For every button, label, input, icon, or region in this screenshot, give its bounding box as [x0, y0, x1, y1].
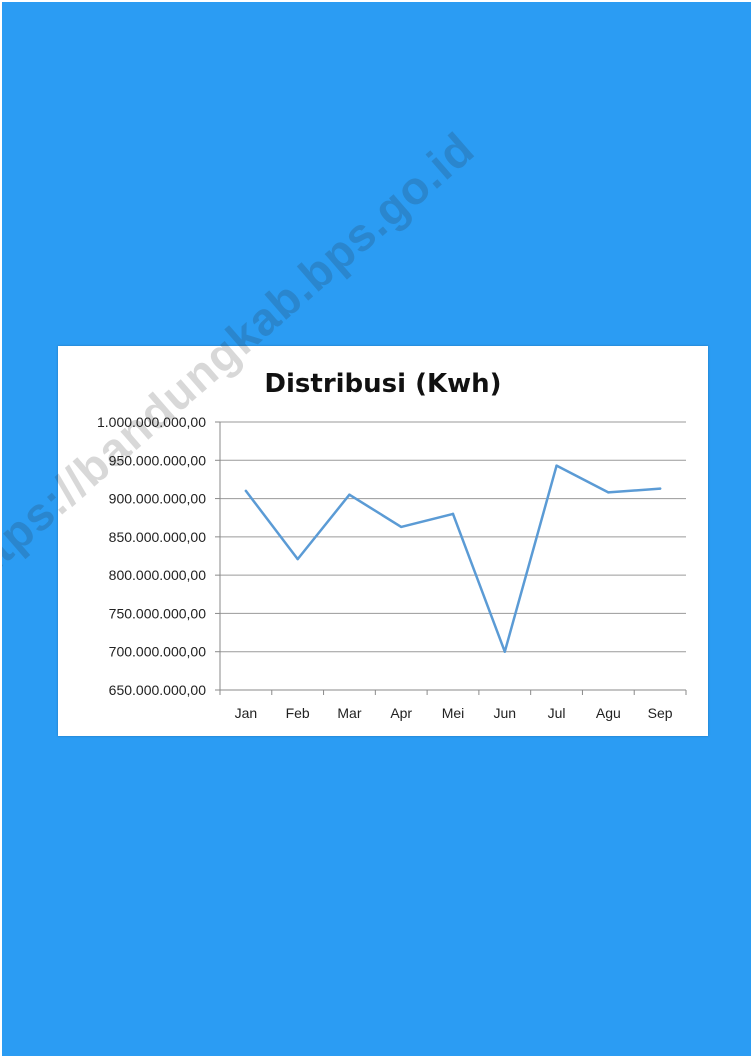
gridlines — [220, 421, 686, 653]
x-tick-label: Jun — [493, 705, 516, 721]
chart-title: Distribusi (Kwh) — [264, 369, 501, 399]
x-axis-tick-labels: Jan Feb Mar Apr Mei Jun Jul Agu Sep — [235, 705, 673, 721]
data-point — [607, 491, 610, 494]
y-tick-label: 1.000.000.000,00 — [97, 414, 206, 430]
data-point — [400, 525, 403, 529]
x-tick-label: Apr — [390, 705, 412, 721]
x-tick-label: Feb — [286, 705, 310, 721]
y-tick-label: 650.000.000,00 — [109, 682, 207, 698]
data-point — [503, 650, 506, 653]
axes — [215, 421, 687, 695]
y-tick-label: 850.000.000,00 — [109, 529, 207, 545]
data-point — [555, 464, 558, 467]
y-axis-tick-labels: 650.000.000,00 700.000.000,00 750.000.000,… — [97, 414, 206, 698]
y-tick-label: 700.000.000,00 — [109, 644, 207, 660]
x-tick-label: Sep — [648, 705, 673, 721]
chart-card: Distribusi (Kwh) 650.000.000,00 700.000.0… — [58, 346, 708, 736]
data-point — [658, 487, 662, 490]
series-line — [244, 464, 662, 653]
y-tick-label: 800.000.000,00 — [109, 567, 207, 583]
data-point — [296, 557, 299, 561]
x-tick-label: Jan — [235, 705, 258, 721]
x-tick-label: Mar — [337, 705, 361, 721]
series-layer — [244, 464, 662, 653]
x-tick-label: Mei — [442, 705, 465, 721]
data-point — [348, 493, 351, 496]
data-point — [451, 512, 455, 516]
y-tick-label: 950.000.000,00 — [109, 452, 207, 468]
line-chart: Distribusi (Kwh) 650.000.000,00 700.000.0… — [97, 369, 687, 721]
y-tick-label: 750.000.000,00 — [109, 605, 207, 621]
data-point — [244, 489, 248, 493]
y-tick-label: 900.000.000,00 — [109, 491, 207, 507]
x-tick-label: Agu — [596, 705, 621, 721]
x-tick-label: Jul — [548, 705, 566, 721]
